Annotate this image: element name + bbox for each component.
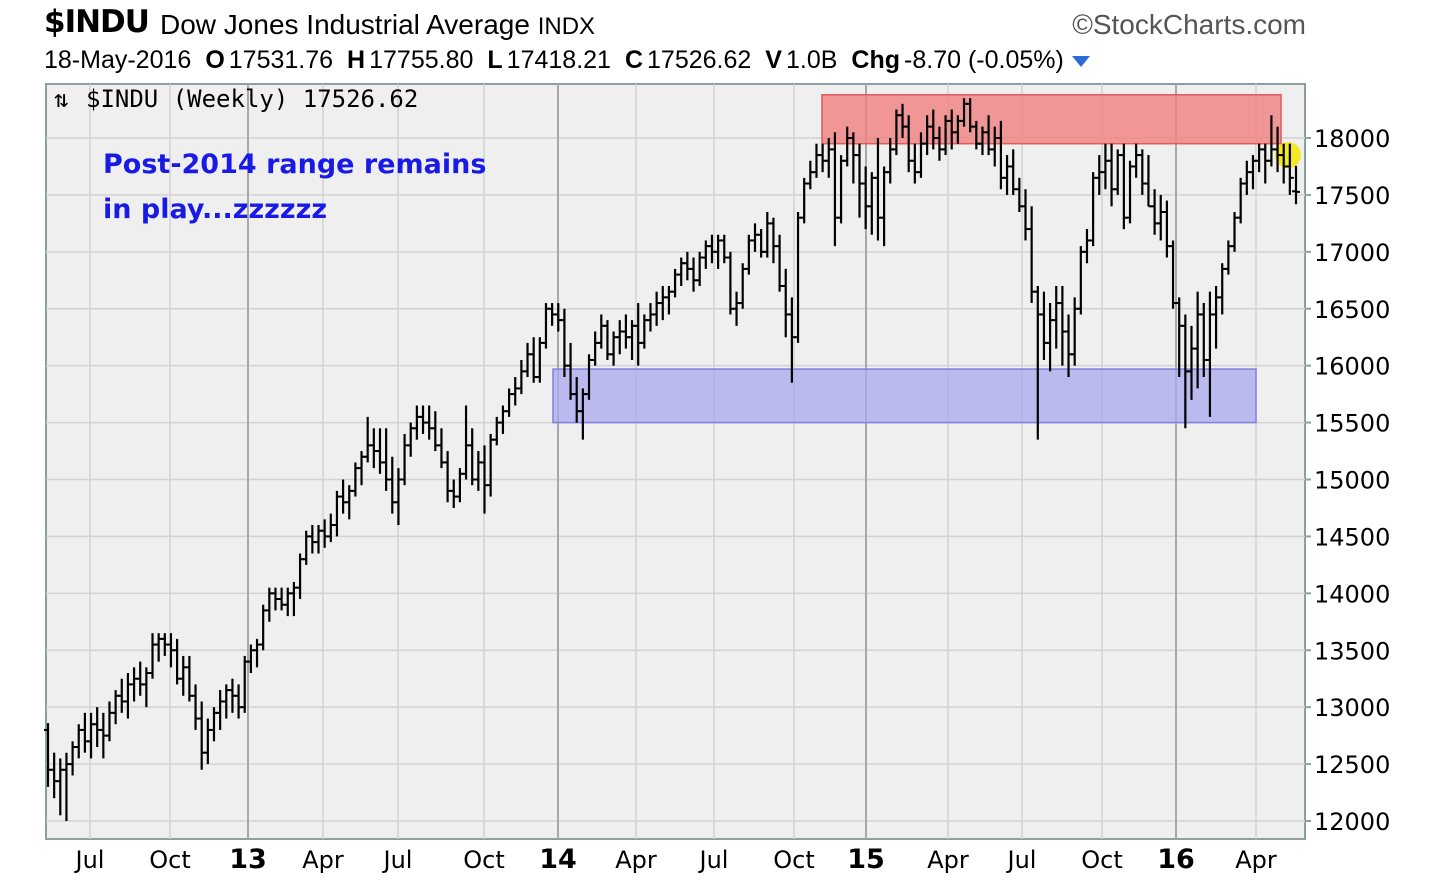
security-name: Dow Jones Industrial Average <box>160 9 530 40</box>
resistance-zone <box>821 93 1282 145</box>
dropdown-triangle-icon[interactable] <box>1071 55 1090 67</box>
high-value: 17755.80 <box>369 46 474 74</box>
x-tick-label: Jul <box>74 846 105 874</box>
x-tick-label: Oct <box>1081 846 1123 874</box>
close-label: C <box>624 46 644 74</box>
y-tick-label: 16000 <box>1314 353 1390 381</box>
x-tick-label: Apr <box>927 846 969 874</box>
plot-area <box>45 83 1306 840</box>
x-tick-label: 13 <box>229 844 267 875</box>
symbol-name: Dow Jones Industrial Average INDX <box>160 9 595 41</box>
x-tick-label: 15 <box>847 844 885 875</box>
annotation-line-1: Post-2014 range remains <box>103 149 486 180</box>
change-value: -8.70 (-0.05%) <box>904 46 1064 74</box>
y-tick-label: 12000 <box>1314 808 1390 836</box>
x-tick-label: Jul <box>382 846 413 874</box>
y-tick-label: 13500 <box>1314 637 1390 665</box>
low-value: 17418.21 <box>506 46 611 74</box>
y-tick-label: 16500 <box>1314 296 1390 324</box>
x-tick-label: 16 <box>1157 844 1195 875</box>
y-tick-label: 15000 <box>1314 467 1390 495</box>
close-value: 17526.62 <box>647 46 752 74</box>
x-tick-label: Apr <box>1235 846 1277 874</box>
exchange-code: INDX <box>537 13 596 40</box>
x-axis-ticks: Jul Oct 13 Apr Jul Oct 14 Apr Jul Oct 15 Apr Jul Oct 1… <box>74 844 1277 875</box>
y-tick-label: 14500 <box>1314 523 1390 551</box>
x-tick-label: 14 <box>539 844 577 875</box>
ohlc-bar <box>1285 143 1294 195</box>
y-tick-label: 17500 <box>1314 182 1390 210</box>
y-tick-label: 12500 <box>1314 751 1390 779</box>
low-label: L <box>487 46 503 74</box>
symbol-title: $INDU <box>44 4 150 40</box>
x-tick-label: Jul <box>1006 846 1037 874</box>
current-price-highlight <box>1275 142 1301 169</box>
x-tick-label: Oct <box>149 846 191 874</box>
quote-date: 18-May-2016 <box>44 46 192 74</box>
y-axis-ticks: 12000 12500 13000 13500 14000 14500 15000 15500… <box>1305 125 1390 836</box>
ohlc-bars <box>44 98 1300 821</box>
x-tick-label: Apr <box>302 846 344 874</box>
annotation-line-2: in play...zzzzzz <box>103 194 327 225</box>
volume-value: 1.0B <box>785 46 838 74</box>
gridlines <box>46 84 1305 839</box>
legend-text: $INDU (Weekly) 17526.62 <box>86 85 418 113</box>
support-zone <box>552 368 1257 424</box>
range-zones <box>552 93 1282 424</box>
quote-line: 18-May-2016 O 17531.76 H 17755.80 L 17418.21 C 1… <box>44 46 1090 75</box>
brand-watermark: ©StockCharts.com <box>1072 9 1306 40</box>
y-tick-label: 18000 <box>1314 125 1390 153</box>
x-tick-label: Oct <box>463 846 505 874</box>
y-tick-label: 14000 <box>1314 580 1390 608</box>
x-tick-label: Jul <box>698 846 729 874</box>
open-label: O <box>205 46 225 74</box>
volume-label: V <box>765 46 782 74</box>
x-tick-label: Apr <box>615 846 657 874</box>
y-tick-label: 15500 <box>1314 410 1390 438</box>
x-tick-label: Oct <box>773 846 815 874</box>
change-label: Chg <box>851 46 901 74</box>
high-label: H <box>347 46 366 74</box>
y-tick-label: 13000 <box>1314 694 1390 722</box>
open-value: 17531.76 <box>228 46 334 74</box>
chart-header: $INDU Dow Jones Industrial Average INDX … <box>0 0 1444 84</box>
y-tick-label: 17000 <box>1314 239 1390 267</box>
ohlc-bar <box>1292 165 1300 205</box>
legend-icon: ⇅ <box>54 85 68 113</box>
